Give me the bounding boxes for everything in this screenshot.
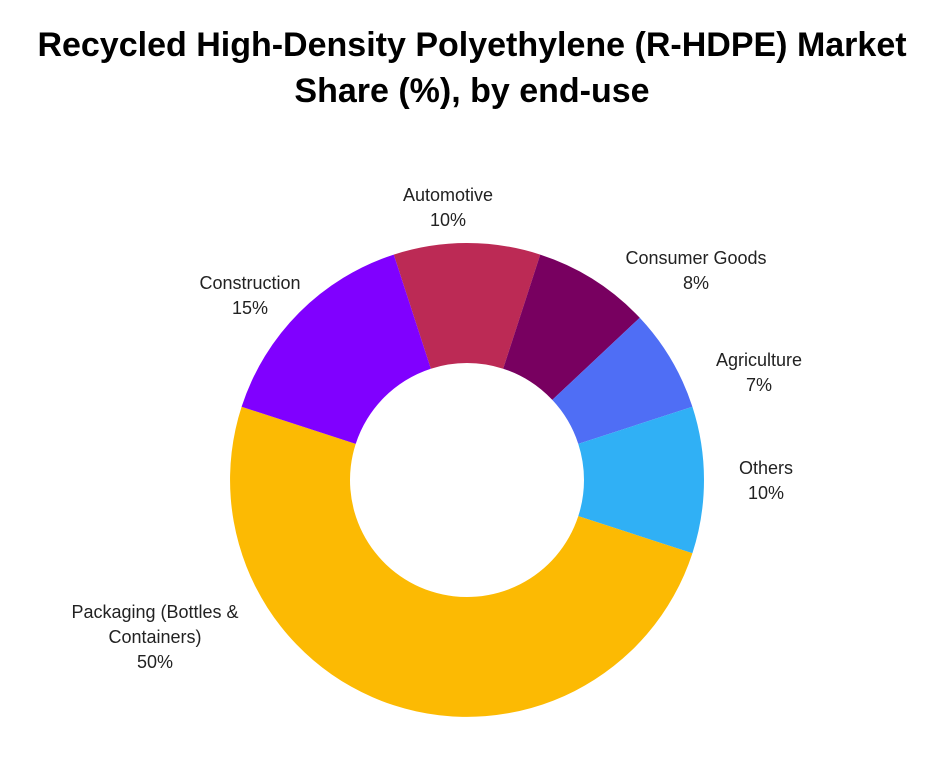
slice-label: Others 10% <box>739 456 793 506</box>
category-name: Automotive <box>402 185 494 205</box>
category-name: Others <box>738 458 794 478</box>
value-label: 15% <box>231 298 269 318</box>
value-label: 7% <box>745 375 773 395</box>
slice-label: Consumer Goods 8% <box>625 246 766 296</box>
donut-slice <box>578 406 704 554</box>
slice-label: Automotive 10% <box>403 183 493 233</box>
donut-slice <box>503 254 640 400</box>
donut-slice <box>393 243 541 369</box>
donut-slice <box>552 317 693 444</box>
slice-label: Construction 15% <box>199 271 300 321</box>
category-name: Consumer Goods <box>625 248 767 268</box>
chart-title: Recycled High-Density Polyethylene (R-HD… <box>37 26 907 110</box>
value-label: 50% <box>136 652 174 672</box>
category-name: Agriculture <box>715 350 803 370</box>
slice-label: Packaging (Bottles & Containers) 50% <box>45 600 265 675</box>
value-label: 10% <box>747 483 785 503</box>
value-label: 8% <box>682 273 710 293</box>
category-name: Packaging (Bottles & Containers) <box>71 602 239 647</box>
donut-slice <box>230 406 693 717</box>
slice-label: Agriculture 7% <box>716 348 802 398</box>
value-label: 10% <box>429 210 467 230</box>
category-name: Construction <box>199 273 301 293</box>
donut-slice <box>241 254 431 444</box>
